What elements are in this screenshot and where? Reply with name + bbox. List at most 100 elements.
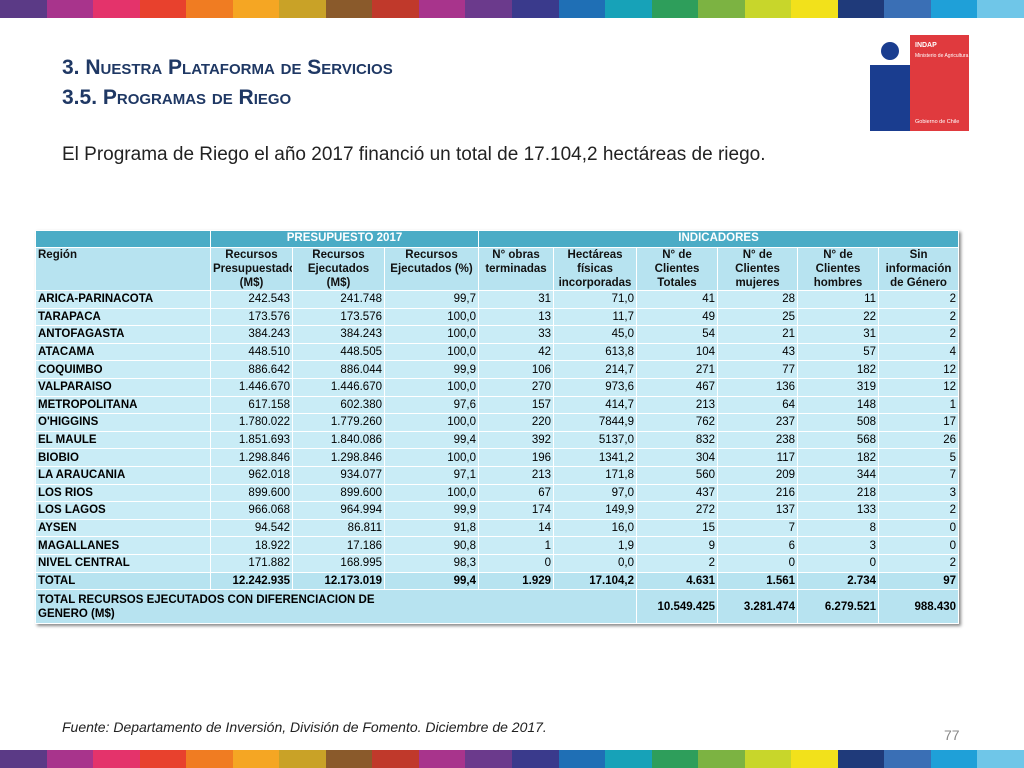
cell: 86.811 — [292, 518, 385, 538]
cell: 196 — [478, 448, 555, 467]
cell: 136 — [717, 377, 799, 397]
cell: 7 — [717, 518, 799, 538]
cell: 11,7 — [553, 307, 638, 327]
column-header: N° de Clientes Totales — [636, 247, 719, 291]
cell: 1 — [878, 395, 960, 415]
cell: 28 — [717, 290, 799, 309]
cell: 91,8 — [383, 518, 480, 538]
cell: 319 — [797, 377, 880, 397]
cell: 602.380 — [292, 395, 385, 415]
cell: 1.446.670 — [292, 377, 385, 397]
region-cell: MAGALLANES — [35, 536, 211, 555]
cell: 148 — [797, 395, 880, 415]
cell: 6 — [717, 536, 799, 555]
data-row: METROPOLITANA 617.158 602.380 97,6 157 414,7 2… — [35, 395, 960, 415]
cell: 16,0 — [553, 518, 638, 538]
cell: 97,1 — [383, 465, 480, 485]
cell: 31 — [797, 325, 880, 344]
cell: 344 — [797, 465, 880, 485]
data-row: MAGALLANES 18.922 17.186 90,8 1 1,9 9 6 3 0 — [35, 536, 960, 555]
cell: 171,8 — [553, 465, 638, 485]
region-cell: METROPOLITANA — [35, 395, 211, 415]
cell: 21 — [717, 325, 799, 344]
source-note: Fuente: Departamento de Inversión, Divis… — [62, 719, 547, 735]
gender-total-label: TOTAL RECURSOS EJECUTADOS CON DIFERENCIA… — [34, 589, 638, 625]
cell: 13 — [478, 307, 555, 327]
cell: 182 — [797, 448, 880, 467]
cell: 157 — [478, 395, 555, 415]
total-cell: 17.104,2 — [553, 571, 638, 591]
cell: 173.576 — [292, 307, 385, 327]
cell: 99,9 — [383, 360, 480, 379]
title: 3.5. Programas de Riego — [62, 86, 292, 109]
total-row: TOTAL 12.242.935 12.173.019 99,4 1.929 17.104… — [35, 571, 960, 591]
data-row: LOS LAGOS 966.068 964.994 99,9 174 149,9 272 13… — [35, 501, 960, 520]
cell: 1.446.670 — [210, 377, 293, 397]
cell: 97,0 — [553, 483, 638, 503]
cell: 182 — [797, 360, 880, 379]
cell: 18.922 — [210, 536, 293, 555]
group-header: INDICADORES — [478, 230, 960, 248]
cell: 271 — [636, 360, 719, 379]
column-header: Hectáreas físicas incorporadas — [553, 247, 638, 291]
cell: 17 — [878, 413, 960, 432]
cell: 117 — [717, 448, 799, 467]
column-header: N° obras terminadas — [478, 247, 555, 291]
region-cell: BIOBIO — [35, 448, 211, 467]
cell: 220 — [478, 413, 555, 432]
cell: 392 — [478, 430, 555, 450]
cell: 2 — [878, 290, 960, 309]
column-header: Recursos Ejecutados (M$) — [292, 247, 385, 291]
color-stripe — [0, 0, 1024, 18]
cell: 242.543 — [210, 290, 293, 309]
total-cell: 99,4 — [383, 571, 480, 591]
cell: 3 — [878, 483, 960, 503]
cell: 33 — [478, 325, 555, 344]
column-header: Sin información de Género — [878, 247, 960, 291]
cell: 2 — [878, 501, 960, 520]
cell: 8 — [797, 518, 880, 538]
cell: 832 — [636, 430, 719, 450]
gender-total-cell: 6.279.521 — [797, 589, 880, 625]
cell: 508 — [797, 413, 880, 432]
region-cell: LA ARAUCANIA — [35, 465, 211, 485]
cell: 104 — [636, 342, 719, 362]
cell: 173.576 — [210, 307, 293, 327]
group-header: PRESUPUESTO 2017 — [209, 230, 480, 248]
cell: 0 — [478, 553, 555, 573]
cell: 174 — [478, 501, 555, 520]
cell: 1.780.022 — [210, 413, 293, 432]
subtitle: El Programa de Riego el año 2017 financi… — [62, 144, 766, 165]
cell: 762 — [636, 413, 719, 432]
cell: 209 — [717, 465, 799, 485]
cell: 899.600 — [210, 483, 293, 503]
cell: 1.851.693 — [210, 430, 293, 450]
cell: 2 — [878, 307, 960, 327]
total-cell: 12.173.019 — [292, 571, 385, 591]
data-row: AYSEN 94.542 86.811 91,8 14 16,0 15 7 8 0 — [35, 518, 960, 538]
total-cell: 97 — [878, 571, 960, 591]
data-row: NIVEL CENTRAL 171.882 168.995 98,3 0 0,0 2 0 0 2 — [35, 553, 960, 573]
cell: 90,8 — [383, 536, 480, 555]
cell: 213 — [478, 465, 555, 485]
cell: 238 — [717, 430, 799, 450]
region-cell: ANTOFAGASTA — [35, 325, 211, 344]
cell: 17.186 — [292, 536, 385, 555]
cell: 270 — [478, 377, 555, 397]
cell: 1.840.086 — [292, 430, 385, 450]
region-cell: ATACAMA — [35, 342, 211, 362]
cell: 100,0 — [383, 448, 480, 467]
data-row: O'HIGGINS 1.780.022 1.779.260 100,0 220 7844,… — [35, 413, 960, 432]
cell: 99,9 — [383, 501, 480, 520]
cell: 1.298.846 — [292, 448, 385, 467]
cell: 26 — [878, 430, 960, 450]
cell: 966.068 — [210, 501, 293, 520]
cell: 71,0 — [553, 290, 638, 309]
cell: 54 — [636, 325, 719, 344]
cell: 14 — [478, 518, 555, 538]
cell: 216 — [717, 483, 799, 503]
cell: 100,0 — [383, 325, 480, 344]
cell: 1 — [478, 536, 555, 555]
cell: 99,7 — [383, 290, 480, 309]
